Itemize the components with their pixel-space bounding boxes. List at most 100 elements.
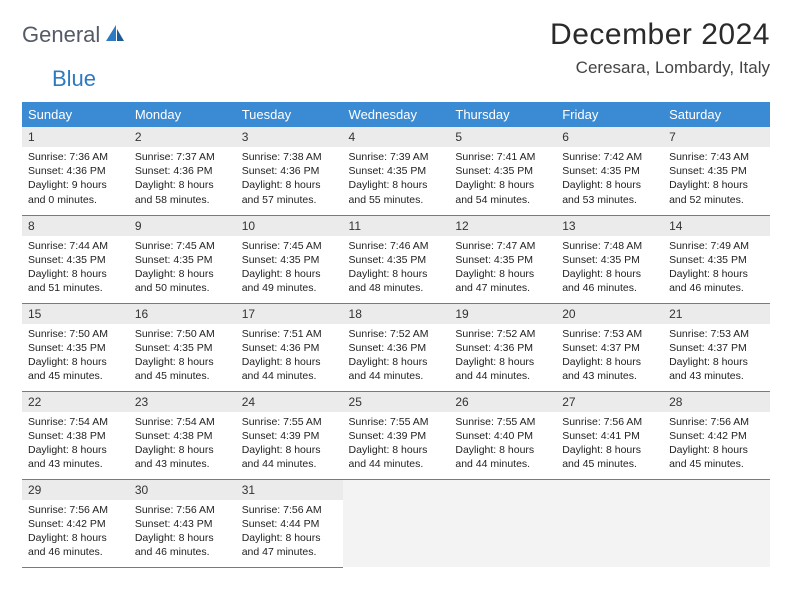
calendar-day-cell: 6Sunrise: 7:42 AMSunset: 4:35 PMDaylight…: [556, 127, 663, 215]
brand-logo: General: [22, 18, 128, 48]
day-number: 26: [449, 392, 556, 412]
calendar-day-cell: 31Sunrise: 7:56 AMSunset: 4:44 PMDayligh…: [236, 479, 343, 567]
calendar-day-cell: 29Sunrise: 7:56 AMSunset: 4:42 PMDayligh…: [22, 479, 129, 567]
day-number: 29: [22, 480, 129, 500]
day-number: 17: [236, 304, 343, 324]
day-number: 13: [556, 216, 663, 236]
calendar-week-row: 22Sunrise: 7:54 AMSunset: 4:38 PMDayligh…: [22, 391, 770, 479]
day-number: 30: [129, 480, 236, 500]
day-number: 11: [343, 216, 450, 236]
day-number: 25: [343, 392, 450, 412]
day-details: Sunrise: 7:56 AMSunset: 4:41 PMDaylight:…: [556, 412, 663, 476]
calendar-day-cell: 1Sunrise: 7:36 AMSunset: 4:36 PMDaylight…: [22, 127, 129, 215]
calendar-day-cell: 13Sunrise: 7:48 AMSunset: 4:35 PMDayligh…: [556, 215, 663, 303]
calendar-day-cell: 17Sunrise: 7:51 AMSunset: 4:36 PMDayligh…: [236, 303, 343, 391]
day-number: 2: [129, 127, 236, 147]
day-details: Sunrise: 7:56 AMSunset: 4:42 PMDaylight:…: [22, 500, 129, 564]
day-number: 7: [663, 127, 770, 147]
calendar-page: General December 2024 Ceresara, Lombardy…: [0, 0, 792, 578]
day-details: Sunrise: 7:47 AMSunset: 4:35 PMDaylight:…: [449, 236, 556, 300]
day-details: Sunrise: 7:56 AMSunset: 4:44 PMDaylight:…: [236, 500, 343, 564]
day-number: 20: [556, 304, 663, 324]
calendar-day-cell: 16Sunrise: 7:50 AMSunset: 4:35 PMDayligh…: [129, 303, 236, 391]
day-number: 3: [236, 127, 343, 147]
calendar-day-cell: 14Sunrise: 7:49 AMSunset: 4:35 PMDayligh…: [663, 215, 770, 303]
calendar-day-cell: 11Sunrise: 7:46 AMSunset: 4:35 PMDayligh…: [343, 215, 450, 303]
day-number: 28: [663, 392, 770, 412]
day-details: Sunrise: 7:45 AMSunset: 4:35 PMDaylight:…: [236, 236, 343, 300]
calendar-day-cell: 30Sunrise: 7:56 AMSunset: 4:43 PMDayligh…: [129, 479, 236, 567]
day-details: Sunrise: 7:49 AMSunset: 4:35 PMDaylight:…: [663, 236, 770, 300]
day-details: Sunrise: 7:55 AMSunset: 4:40 PMDaylight:…: [449, 412, 556, 476]
calendar-day-cell: 15Sunrise: 7:50 AMSunset: 4:35 PMDayligh…: [22, 303, 129, 391]
day-details: Sunrise: 7:44 AMSunset: 4:35 PMDaylight:…: [22, 236, 129, 300]
day-number: 22: [22, 392, 129, 412]
calendar-empty-cell: [449, 479, 556, 567]
location-text: Ceresara, Lombardy, Italy: [550, 58, 770, 78]
day-details: Sunrise: 7:37 AMSunset: 4:36 PMDaylight:…: [129, 147, 236, 211]
weekday-header: Wednesday: [343, 102, 450, 127]
weekday-header: Friday: [556, 102, 663, 127]
day-number: 5: [449, 127, 556, 147]
brand-text-gray: General: [22, 22, 100, 48]
day-details: Sunrise: 7:53 AMSunset: 4:37 PMDaylight:…: [556, 324, 663, 388]
brand-text-blue: Blue: [52, 66, 96, 92]
day-details: Sunrise: 7:48 AMSunset: 4:35 PMDaylight:…: [556, 236, 663, 300]
day-details: Sunrise: 7:53 AMSunset: 4:37 PMDaylight:…: [663, 324, 770, 388]
calendar-day-cell: 8Sunrise: 7:44 AMSunset: 4:35 PMDaylight…: [22, 215, 129, 303]
weekday-header: Tuesday: [236, 102, 343, 127]
day-details: Sunrise: 7:50 AMSunset: 4:35 PMDaylight:…: [129, 324, 236, 388]
day-details: Sunrise: 7:41 AMSunset: 4:35 PMDaylight:…: [449, 147, 556, 211]
day-number: 19: [449, 304, 556, 324]
day-number: 24: [236, 392, 343, 412]
day-number: 6: [556, 127, 663, 147]
day-details: Sunrise: 7:51 AMSunset: 4:36 PMDaylight:…: [236, 324, 343, 388]
calendar-day-cell: 9Sunrise: 7:45 AMSunset: 4:35 PMDaylight…: [129, 215, 236, 303]
day-details: Sunrise: 7:46 AMSunset: 4:35 PMDaylight:…: [343, 236, 450, 300]
calendar-empty-cell: [556, 479, 663, 567]
day-number: 12: [449, 216, 556, 236]
calendar-day-cell: 28Sunrise: 7:56 AMSunset: 4:42 PMDayligh…: [663, 391, 770, 479]
calendar-day-cell: 2Sunrise: 7:37 AMSunset: 4:36 PMDaylight…: [129, 127, 236, 215]
calendar-day-cell: 26Sunrise: 7:55 AMSunset: 4:40 PMDayligh…: [449, 391, 556, 479]
day-details: Sunrise: 7:50 AMSunset: 4:35 PMDaylight:…: [22, 324, 129, 388]
calendar-table: SundayMondayTuesdayWednesdayThursdayFrid…: [22, 102, 770, 568]
day-details: Sunrise: 7:55 AMSunset: 4:39 PMDaylight:…: [343, 412, 450, 476]
calendar-day-cell: 5Sunrise: 7:41 AMSunset: 4:35 PMDaylight…: [449, 127, 556, 215]
calendar-day-cell: 18Sunrise: 7:52 AMSunset: 4:36 PMDayligh…: [343, 303, 450, 391]
calendar-day-cell: 23Sunrise: 7:54 AMSunset: 4:38 PMDayligh…: [129, 391, 236, 479]
calendar-day-cell: 10Sunrise: 7:45 AMSunset: 4:35 PMDayligh…: [236, 215, 343, 303]
calendar-header: SundayMondayTuesdayWednesdayThursdayFrid…: [22, 102, 770, 127]
calendar-day-cell: 19Sunrise: 7:52 AMSunset: 4:36 PMDayligh…: [449, 303, 556, 391]
day-details: Sunrise: 7:56 AMSunset: 4:42 PMDaylight:…: [663, 412, 770, 476]
day-number: 15: [22, 304, 129, 324]
title-block: December 2024 Ceresara, Lombardy, Italy: [550, 18, 770, 78]
calendar-day-cell: 24Sunrise: 7:55 AMSunset: 4:39 PMDayligh…: [236, 391, 343, 479]
day-details: Sunrise: 7:54 AMSunset: 4:38 PMDaylight:…: [22, 412, 129, 476]
calendar-week-row: 29Sunrise: 7:56 AMSunset: 4:42 PMDayligh…: [22, 479, 770, 567]
calendar-week-row: 15Sunrise: 7:50 AMSunset: 4:35 PMDayligh…: [22, 303, 770, 391]
day-number: 4: [343, 127, 450, 147]
day-number: 21: [663, 304, 770, 324]
day-details: Sunrise: 7:55 AMSunset: 4:39 PMDaylight:…: [236, 412, 343, 476]
weekday-header: Monday: [129, 102, 236, 127]
day-details: Sunrise: 7:52 AMSunset: 4:36 PMDaylight:…: [449, 324, 556, 388]
day-details: Sunrise: 7:43 AMSunset: 4:35 PMDaylight:…: [663, 147, 770, 211]
day-number: 16: [129, 304, 236, 324]
calendar-week-row: 1Sunrise: 7:36 AMSunset: 4:36 PMDaylight…: [22, 127, 770, 215]
calendar-empty-cell: [663, 479, 770, 567]
calendar-day-cell: 27Sunrise: 7:56 AMSunset: 4:41 PMDayligh…: [556, 391, 663, 479]
weekday-header: Thursday: [449, 102, 556, 127]
day-details: Sunrise: 7:52 AMSunset: 4:36 PMDaylight:…: [343, 324, 450, 388]
calendar-day-cell: 21Sunrise: 7:53 AMSunset: 4:37 PMDayligh…: [663, 303, 770, 391]
day-details: Sunrise: 7:56 AMSunset: 4:43 PMDaylight:…: [129, 500, 236, 564]
day-number: 18: [343, 304, 450, 324]
day-details: Sunrise: 7:54 AMSunset: 4:38 PMDaylight:…: [129, 412, 236, 476]
day-number: 31: [236, 480, 343, 500]
day-number: 27: [556, 392, 663, 412]
day-details: Sunrise: 7:38 AMSunset: 4:36 PMDaylight:…: [236, 147, 343, 211]
calendar-week-row: 8Sunrise: 7:44 AMSunset: 4:35 PMDaylight…: [22, 215, 770, 303]
weekday-header: Sunday: [22, 102, 129, 127]
brand-sail-icon: [104, 23, 126, 48]
calendar-empty-cell: [343, 479, 450, 567]
